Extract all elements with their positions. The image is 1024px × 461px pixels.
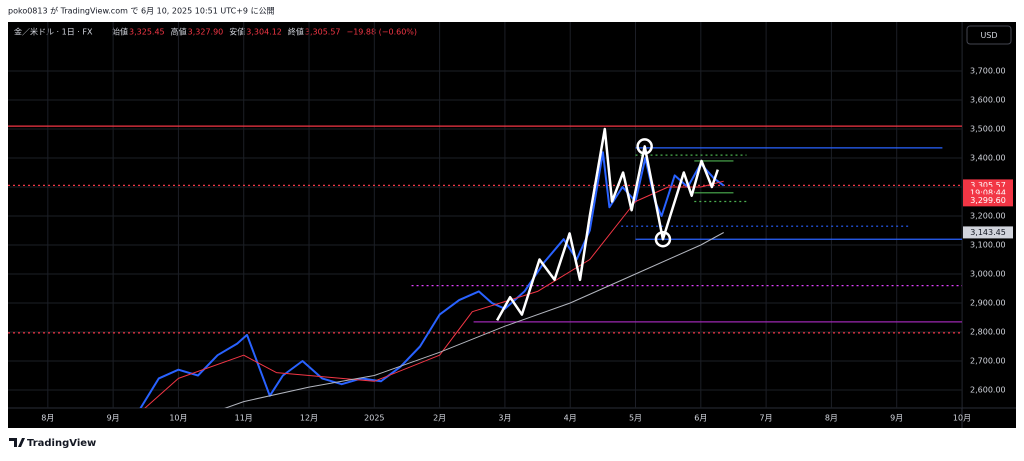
- y-tick-label: 2,700.00: [970, 357, 1006, 366]
- y-tick-label: 3,500.00: [970, 125, 1006, 134]
- x-tick-label: 8月: [41, 414, 54, 423]
- x-tick-label: 11月: [235, 414, 253, 423]
- price-label: 3,143.45: [970, 228, 1006, 237]
- y-tick-label: 3,700.00: [970, 67, 1006, 76]
- x-tick-label: 12月: [300, 414, 318, 423]
- change: −19.88 (−0.60%): [347, 28, 418, 37]
- series-line: [496, 127, 719, 322]
- price-label: 3,305.57: [970, 181, 1006, 190]
- ohlc-label: 終値: [288, 27, 304, 37]
- x-tick-label: 10月: [953, 414, 971, 423]
- series-line: [144, 180, 724, 408]
- chart-area: [8, 22, 1016, 428]
- x-tick-label: 9月: [890, 414, 903, 423]
- y-tick-label: 3,000.00: [970, 270, 1006, 279]
- x-tick-label: 10月: [169, 414, 187, 423]
- ohlc-value: 3,305.57: [305, 28, 341, 37]
- x-tick-label: 8月: [825, 414, 838, 423]
- symbol: 金／米ドル · 1日 · FX: [14, 27, 93, 37]
- y-tick-label: 2,800.00: [970, 328, 1006, 337]
- x-tick-label: 5月: [629, 414, 642, 423]
- brand-logo: [9, 438, 25, 447]
- brand: TradingView: [27, 438, 96, 449]
- plot: [8, 22, 962, 408]
- x-tick-label: 9月: [107, 414, 120, 423]
- currency-box[interactable]: [966, 25, 1012, 45]
- price-label-box: [963, 226, 1013, 239]
- x-tick-label: 4月: [564, 414, 577, 423]
- x-tick-label: 3月: [498, 414, 511, 423]
- y-tick-label: 3,100.00: [970, 241, 1006, 250]
- y-tick-label: 3,400.00: [970, 154, 1006, 163]
- ohlc-value: 3,325.45: [129, 28, 165, 37]
- ohlc-value: 3,304.12: [246, 28, 282, 37]
- y-tick-label: 2,600.00: [970, 386, 1006, 395]
- x-tick-label: 2025: [364, 414, 384, 423]
- ohlc: 始値3,325.45高値3,327.90安値3,304.12終値3,305.57…: [112, 27, 417, 37]
- price-label-box: [963, 194, 1013, 207]
- x-tick-label: 7月: [760, 414, 773, 423]
- ohlc-value: 3,327.90: [188, 28, 224, 37]
- y-tick-label: 2,900.00: [970, 299, 1006, 308]
- ohlc-label: 始値: [112, 27, 128, 37]
- price-label: 19:08:44: [970, 188, 1006, 197]
- marker-circle: [654, 230, 672, 248]
- y-tick-label: 3,600.00: [970, 96, 1006, 105]
- price-label: 3,299.60: [970, 196, 1006, 205]
- marker-circle: [636, 138, 653, 155]
- series-line: [224, 232, 724, 408]
- x-tick-label: 6月: [694, 414, 707, 423]
- y-tick-label: 3,200.00: [970, 212, 1006, 221]
- x-tick-label: 2月: [433, 414, 446, 423]
- currency[interactable]: USD: [980, 31, 997, 40]
- ohlc-label: 安値: [229, 27, 245, 37]
- publisher: poko0813 が TradingView.com で 6月 10, 2025…: [8, 6, 275, 16]
